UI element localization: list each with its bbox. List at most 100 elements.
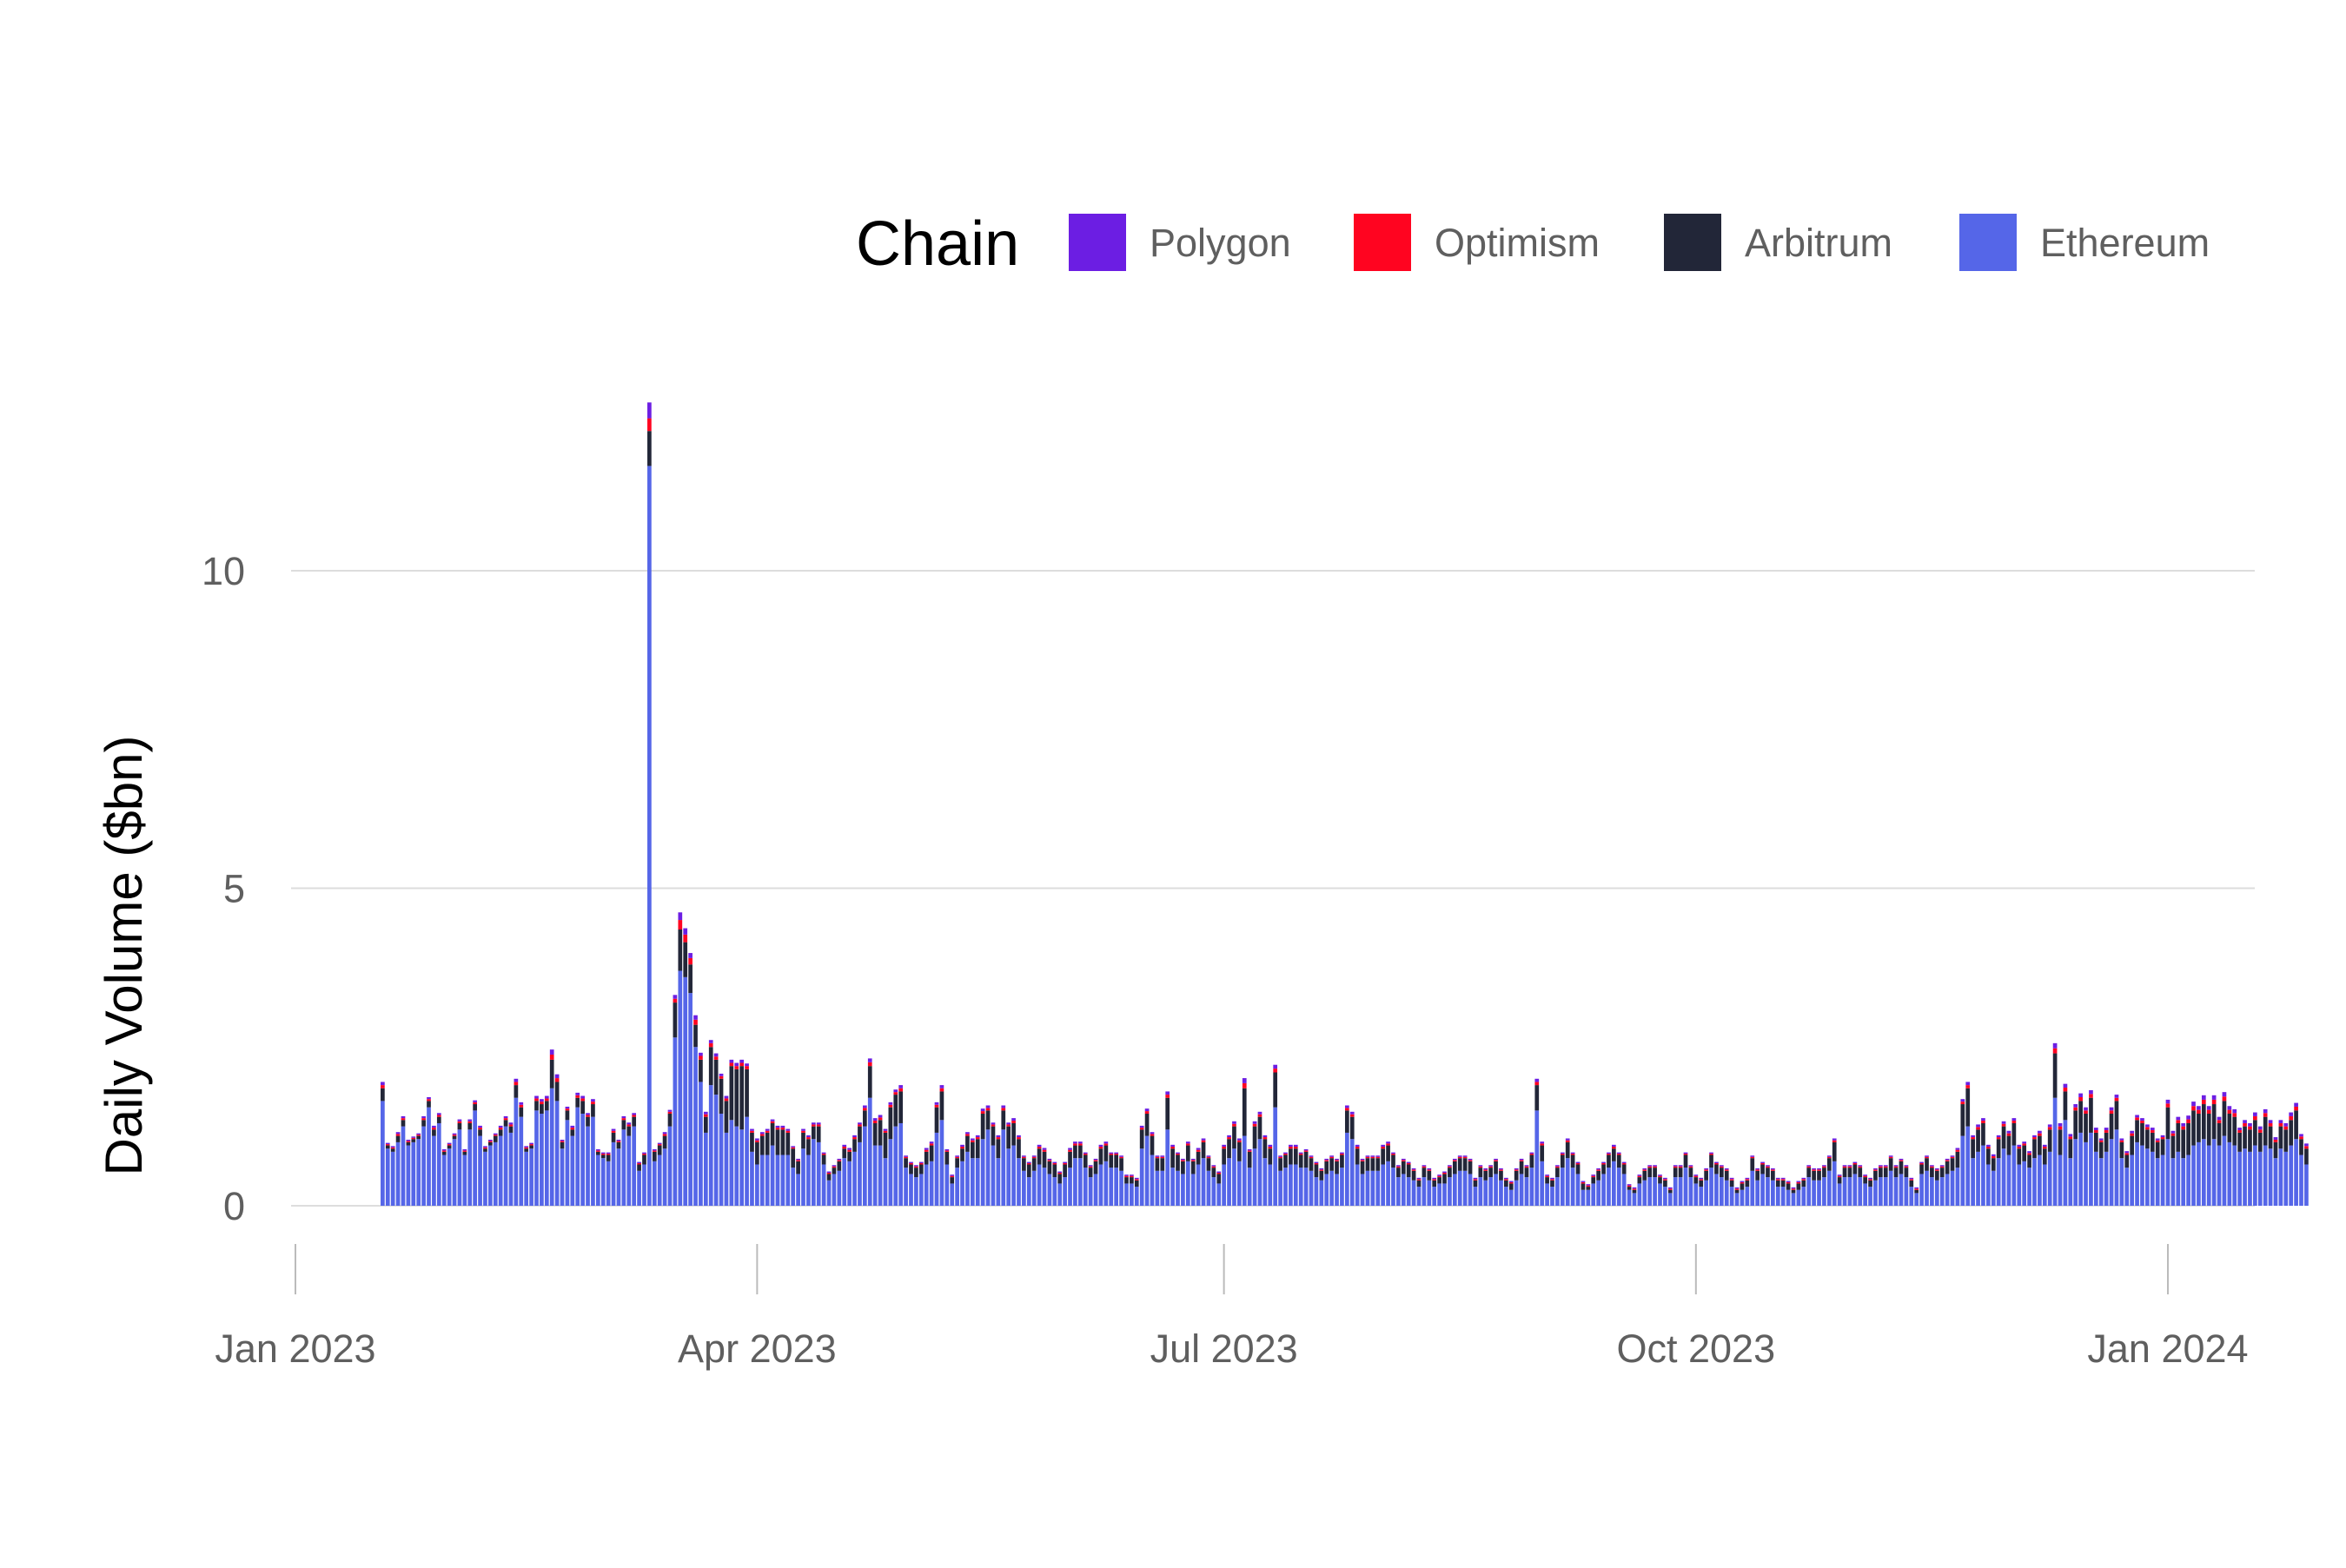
- bar-segment-optimism: [2201, 1099, 2206, 1105]
- bar-segment-polygon: [1006, 1122, 1011, 1125]
- bar-segment-ethereum: [2052, 1097, 2058, 1206]
- bar-segment-polygon: [1355, 1144, 1360, 1148]
- bar-segment-optimism: [514, 1082, 519, 1086]
- bar-segment-optimism: [1452, 1160, 1457, 1161]
- bar-segment-ethereum: [565, 1120, 570, 1206]
- bar-segment-ethereum: [852, 1151, 857, 1206]
- bar-segment-arbitrum: [1017, 1139, 1021, 1159]
- bar-segment-optimism: [2124, 1153, 2130, 1155]
- bar-segment-optimism: [719, 1075, 724, 1079]
- bar-segment-polygon: [1570, 1152, 1575, 1154]
- bar-segment-polygon: [1714, 1161, 1719, 1164]
- bar-segment-polygon: [1381, 1144, 1386, 1148]
- bar-segment-arbitrum: [1806, 1168, 1812, 1178]
- bar-segment-polygon: [2191, 1102, 2196, 1107]
- bar-segment-ethereum: [1289, 1164, 1293, 1206]
- bar-segment-arbitrum: [1242, 1088, 1247, 1136]
- bar-segment-optimism: [1888, 1156, 1893, 1159]
- bar-segment-ethereum: [1904, 1177, 1909, 1206]
- bar-segment-optimism: [1211, 1166, 1216, 1168]
- bar-segment-optimism: [1719, 1166, 1724, 1168]
- bar-segment-polygon: [2197, 1106, 2201, 1110]
- bar-segment-arbitrum: [1714, 1164, 1719, 1174]
- bar-segment-polygon: [2243, 1120, 2247, 1123]
- bar-segment-ethereum: [2038, 1154, 2042, 1206]
- bar-segment-arbitrum: [934, 1107, 939, 1133]
- bar-segment-ethereum: [586, 1126, 590, 1207]
- bar-segment-polygon: [1314, 1161, 1319, 1164]
- bar-segment-optimism: [540, 1102, 544, 1105]
- bar-segment-polygon: [1411, 1168, 1416, 1170]
- bar-segment-arbitrum: [1899, 1161, 1904, 1174]
- bar-segment-optimism: [647, 418, 652, 432]
- bar-segment-optimism: [549, 1055, 554, 1060]
- bar-segment-arbitrum: [1077, 1145, 1083, 1159]
- bar-segment-polygon: [1257, 1111, 1262, 1115]
- bar-segment-arbitrum: [1411, 1170, 1416, 1181]
- bar-segment-polygon: [2078, 1093, 2083, 1097]
- bar-segment-ethereum: [1863, 1183, 1868, 1206]
- bar-segment-arbitrum: [1667, 1189, 1673, 1194]
- bar-segment-ethereum: [2165, 1139, 2170, 1206]
- bar-segment-arbitrum: [2232, 1116, 2237, 1146]
- bar-segment-optimism: [1329, 1156, 1334, 1159]
- bar-segment-arbitrum: [893, 1095, 898, 1127]
- bar-segment-arbitrum: [1386, 1145, 1390, 1161]
- bar-segment-polygon: [693, 1015, 698, 1020]
- bar-segment-arbitrum: [1581, 1183, 1586, 1190]
- bar-segment-arbitrum: [944, 1151, 950, 1165]
- bar-segment-polygon: [944, 1148, 950, 1151]
- bar-segment-polygon: [2098, 1138, 2104, 1141]
- bar-segment-arbitrum: [996, 1139, 1001, 1159]
- bar-segment-ethereum: [1852, 1174, 1858, 1206]
- bar-segment-optimism: [703, 1114, 708, 1117]
- bar-segment-ethereum: [657, 1154, 662, 1206]
- bar-segment-arbitrum: [980, 1114, 985, 1140]
- bar-segment-polygon: [1596, 1168, 1600, 1170]
- bar-segment-polygon: [1555, 1165, 1560, 1167]
- bar-segment-ethereum: [796, 1174, 800, 1206]
- bar-segment-arbitrum: [1991, 1158, 1996, 1171]
- bar-segment-arbitrum: [1791, 1189, 1796, 1194]
- bar-segment-arbitrum: [595, 1151, 600, 1155]
- bar-segment-polygon: [1262, 1135, 1268, 1138]
- bar-segment-polygon: [811, 1122, 816, 1125]
- bar-segment-arbitrum: [775, 1129, 780, 1155]
- bar-segment-arbitrum: [554, 1082, 560, 1102]
- bar-segment-polygon: [1899, 1158, 1904, 1161]
- bar-segment-polygon: [1375, 1155, 1381, 1157]
- bar-segment-ethereum: [1340, 1168, 1344, 1206]
- bar-segment-ethereum: [1001, 1129, 1006, 1206]
- bar-segment-arbitrum: [1616, 1154, 1621, 1168]
- bar-segment-polygon: [2068, 1134, 2073, 1137]
- bar-segment-optimism: [1303, 1150, 1309, 1152]
- bar-segment-arbitrum: [1591, 1177, 1596, 1184]
- bar-segment-polygon: [1478, 1165, 1483, 1167]
- bar-segment-polygon: [2237, 1128, 2243, 1131]
- bar-segment-optimism: [2304, 1146, 2309, 1149]
- bar-segment-optimism: [770, 1121, 775, 1123]
- bar-segment-ethereum: [1083, 1168, 1088, 1206]
- bar-segment-ethereum: [2181, 1158, 2186, 1206]
- bar-segment-polygon: [1114, 1152, 1119, 1154]
- bar-segment-optimism: [2084, 1110, 2088, 1115]
- bar-segment-optimism: [775, 1128, 780, 1130]
- bar-segment-polygon: [1925, 1155, 1929, 1157]
- bar-segment-ethereum: [750, 1151, 754, 1206]
- bar-segment-arbitrum: [2109, 1114, 2114, 1140]
- bar-segment-arbitrum: [421, 1120, 426, 1127]
- bar-segment-ethereum: [1478, 1177, 1483, 1206]
- bar-segment-optimism: [1934, 1169, 1939, 1171]
- bar-segment-optimism: [2052, 1048, 2058, 1054]
- bar-segment-ethereum: [960, 1161, 964, 1206]
- bar-segment-polygon: [1298, 1152, 1303, 1154]
- bar-segment-polygon: [1468, 1158, 1473, 1161]
- bar-segment-ethereum: [1663, 1187, 1667, 1206]
- bar-segment-polygon: [2278, 1120, 2283, 1123]
- bar-segment-optimism: [2063, 1088, 2068, 1092]
- bar-segment-ethereum: [1283, 1168, 1288, 1206]
- bar-segment-ethereum: [1817, 1180, 1821, 1206]
- bar-segment-polygon: [985, 1105, 991, 1108]
- bar-segment-arbitrum: [1273, 1072, 1278, 1108]
- bar-segment-optimism: [385, 1144, 390, 1146]
